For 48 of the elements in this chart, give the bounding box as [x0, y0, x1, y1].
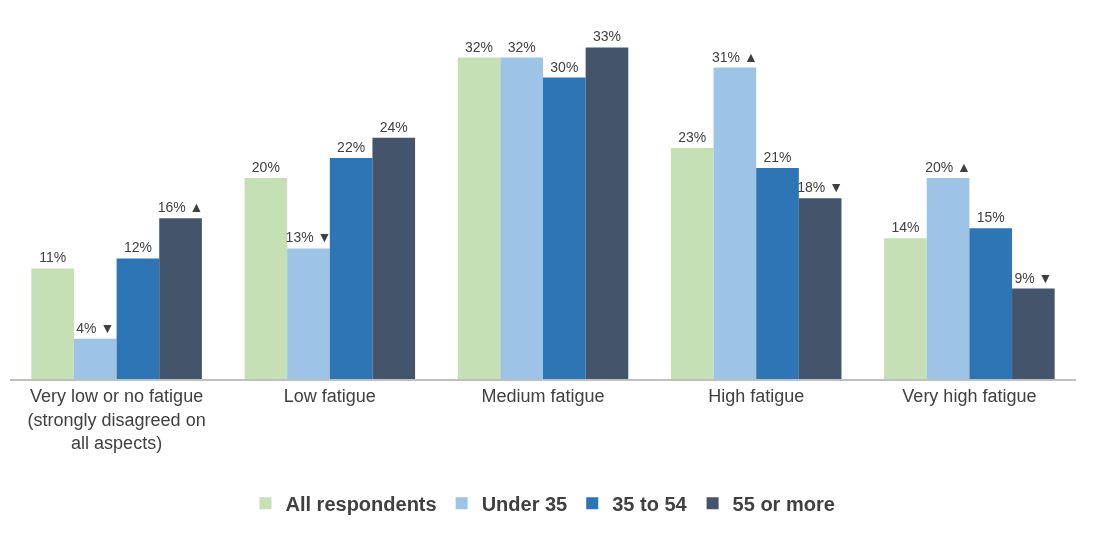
bar	[585, 47, 629, 379]
data-label: 14%	[891, 219, 920, 236]
data-label: 11%	[39, 249, 67, 266]
data-label: 23%	[678, 128, 707, 145]
x-tick-label: High fatigue	[708, 386, 805, 407]
bar	[73, 338, 117, 379]
legend-label: Under 35	[481, 493, 568, 515]
legend-label: All respondents	[285, 493, 437, 515]
legend-label: 35 to 54	[612, 493, 688, 515]
bar	[884, 238, 927, 379]
bar	[670, 147, 714, 379]
data-label: 12%	[123, 239, 152, 256]
data-label: 9% ▼	[1014, 269, 1053, 286]
bar	[926, 178, 970, 379]
bar	[457, 57, 501, 379]
data-label: 30%	[550, 58, 579, 75]
bar	[1012, 288, 1055, 379]
data-label: 31% ▲	[711, 48, 758, 65]
bar	[31, 268, 74, 379]
x-tick-label: Very low or no fatigue (strongly disagreed on all aspects)	[27, 386, 206, 454]
x-tick-label: Medium fatigue	[481, 386, 605, 407]
bar	[116, 258, 160, 379]
bar	[159, 218, 202, 379]
data-label: 20% ▲	[925, 159, 971, 176]
x-tick-label: Very high fatigue	[902, 386, 1037, 407]
bar	[500, 57, 543, 379]
bar	[969, 228, 1013, 379]
bar	[543, 77, 586, 379]
data-label: 33%	[592, 28, 621, 45]
x-tick-label: Low fatigue	[283, 386, 376, 407]
bar	[798, 198, 842, 379]
data-label: 15%	[976, 209, 1005, 226]
bar	[244, 178, 288, 379]
data-label: 22%	[337, 138, 366, 155]
data-label: 24%	[379, 118, 408, 135]
bar	[287, 248, 330, 379]
data-label: 4% ▼	[76, 319, 115, 336]
bar	[372, 137, 416, 379]
data-label: 32%	[465, 38, 494, 55]
bar	[756, 168, 799, 379]
bar	[713, 67, 757, 379]
data-label: 21%	[763, 149, 792, 166]
data-label: 20%	[251, 159, 280, 176]
data-label: 32%	[507, 38, 536, 55]
data-label: 16% ▲	[157, 199, 204, 216]
legend-label: 55 or more	[732, 493, 835, 515]
data-label: 13% ▼	[285, 229, 332, 246]
bar	[329, 157, 373, 379]
